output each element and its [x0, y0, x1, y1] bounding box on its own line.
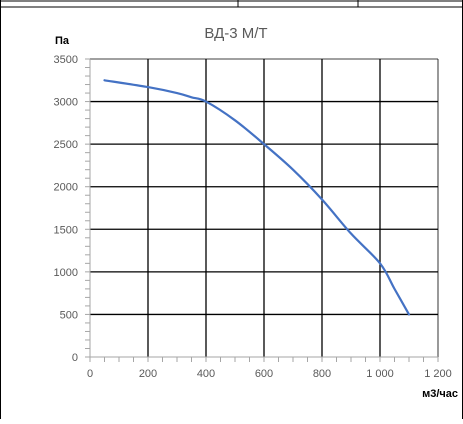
x-tick-label: 600	[255, 368, 273, 380]
x-axis-label: м3/час	[422, 388, 458, 400]
y-tick-label: 1500	[54, 224, 78, 236]
x-tick-label: 400	[197, 368, 215, 380]
y-tick-label: 2500	[54, 139, 78, 151]
x-tick-label: 1 000	[366, 368, 394, 380]
y-tick-label: 0	[72, 352, 78, 364]
y-tick-label: 1000	[54, 267, 78, 279]
chart-title: ВД-3 М/Т	[204, 25, 267, 42]
x-tick-label: 200	[139, 368, 157, 380]
y-tick-label: 2000	[54, 182, 78, 194]
series-group	[103, 79, 411, 316]
y-tick-label: 3500	[54, 54, 78, 66]
x-tick-label: 0	[87, 368, 93, 380]
grid	[89, 58, 439, 358]
y-tick-label: 500	[60, 309, 78, 321]
x-tick-labels: 0 200 400 600 800 1 000 1 200	[87, 368, 452, 380]
y-axis-label: Па	[55, 35, 70, 47]
y-tick-label: 3000	[54, 97, 78, 109]
series-line	[103, 79, 411, 316]
y-tick-labels: 0 500 1000 1500 2000 2500 3000 3500	[54, 54, 78, 364]
x-tick-label: 800	[313, 368, 331, 380]
minor-ticks	[85, 58, 439, 362]
x-tick-label: 1 200	[424, 368, 452, 380]
